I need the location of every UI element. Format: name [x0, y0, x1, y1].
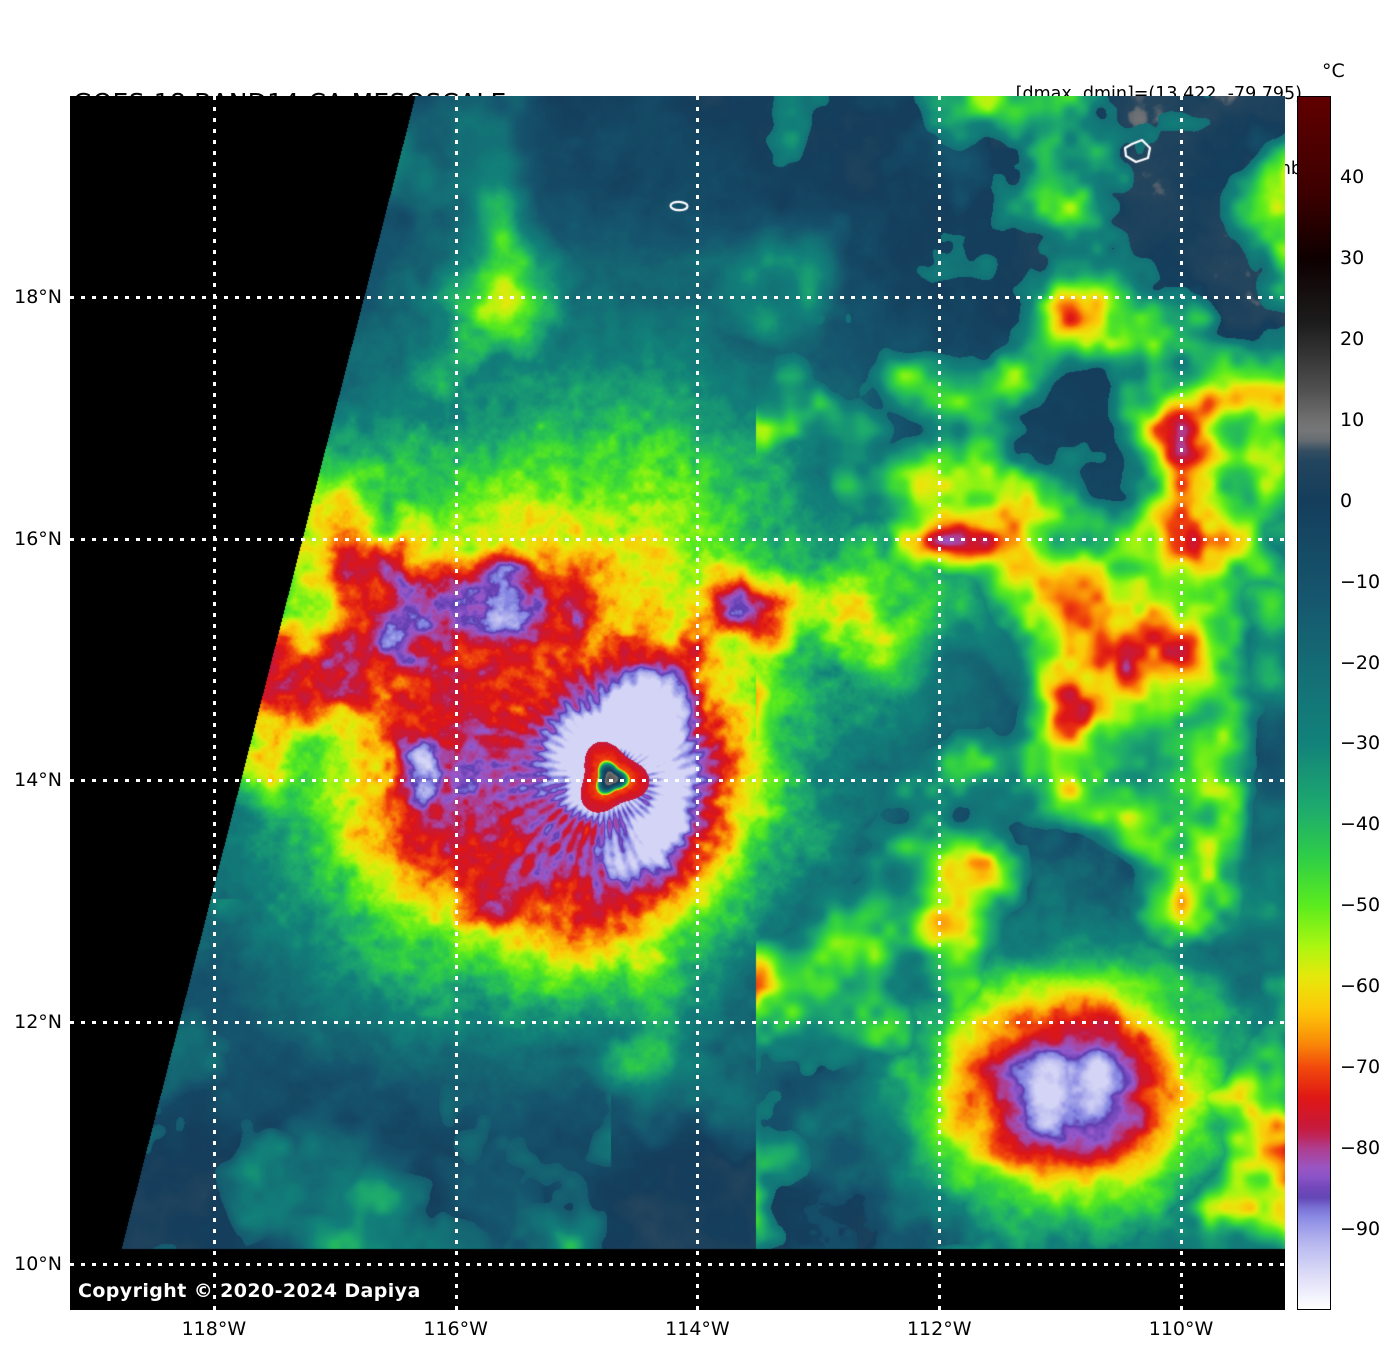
colorbar-tick-10: 10	[1340, 408, 1365, 431]
colorbar-tick-30: 30	[1340, 246, 1365, 269]
lon-tick-114°W: 114°W	[665, 1318, 730, 1340]
lon-tick-116°W: 116°W	[423, 1318, 488, 1340]
colorbar-tick--40: −40	[1340, 813, 1381, 836]
colorbar-tick--20: −20	[1340, 651, 1381, 674]
copyright-notice: Copyright © 2020-2024 Dapiya	[78, 1280, 421, 1302]
lon-tick-112°W: 112°W	[906, 1318, 972, 1340]
lat-tick-14°N: 14°N	[14, 769, 62, 792]
colorbar-tick-0: 0	[1340, 489, 1353, 512]
colorbar-tick--30: −30	[1340, 732, 1381, 755]
lat-tick-18°N: 18°N	[14, 285, 62, 308]
lon-tick-118°W: 118°W	[181, 1318, 247, 1340]
colorbar-tick--60: −60	[1340, 975, 1381, 998]
colorbar-tick--10: −10	[1340, 570, 1381, 593]
colorbar-tick--70: −70	[1340, 1056, 1381, 1079]
colorbar-tick--50: −50	[1340, 894, 1381, 917]
satellite-image-plot	[70, 96, 1285, 1310]
colorbar-gradient	[1298, 97, 1330, 1309]
colorbar-unit-label: °C	[1322, 60, 1345, 82]
colorbar-tick--90: −90	[1340, 1218, 1381, 1241]
colorbar-tick-40: 40	[1340, 165, 1365, 188]
colorbar-tick--80: −80	[1340, 1137, 1381, 1160]
infrared-imagery-canvas	[70, 96, 1285, 1310]
lon-tick-110°W: 110°W	[1148, 1318, 1214, 1340]
lat-tick-12°N: 12°N	[14, 1011, 62, 1034]
lat-tick-10°N: 10°N	[14, 1253, 62, 1276]
temperature-colorbar	[1297, 96, 1331, 1310]
colorbar-tick-20: 20	[1340, 327, 1365, 350]
lat-tick-16°N: 16°N	[14, 527, 62, 550]
